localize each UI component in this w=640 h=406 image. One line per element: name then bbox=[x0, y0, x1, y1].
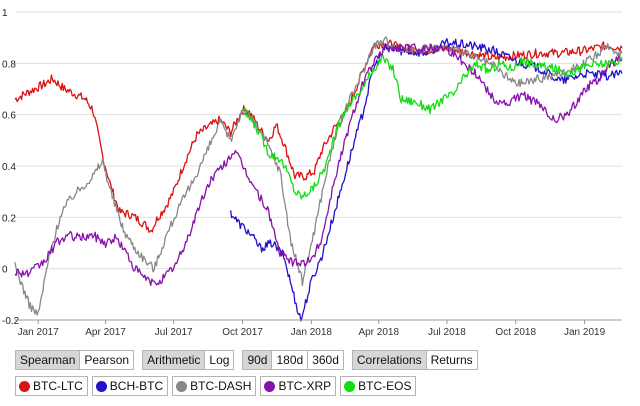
legend-color-dot bbox=[95, 380, 107, 392]
control-group: Arithmetic Log bbox=[142, 350, 235, 370]
180d-button[interactable]: 180d bbox=[272, 350, 309, 370]
control-group: 90d 180d 360d bbox=[242, 350, 344, 370]
y-tick-label: 0.8 bbox=[2, 59, 16, 70]
chart-controls: Spearman Pearson Arithmetic Log 90d 180d 360d C… bbox=[15, 350, 478, 370]
y-tick-label: 0.6 bbox=[2, 111, 16, 122]
legend-item-btc-ltc[interactable]: BTC-LTC bbox=[15, 376, 88, 396]
control-group: Spearman Pearson bbox=[15, 350, 135, 370]
legend-color-dot bbox=[176, 380, 188, 392]
log-button[interactable]: Log bbox=[205, 350, 235, 370]
spearman-button[interactable]: Spearman bbox=[15, 350, 81, 370]
y-tick-label: 0.4 bbox=[2, 162, 16, 173]
x-tick-label: Apr 2018 bbox=[358, 327, 399, 338]
series-line-btc-dash bbox=[14, 36, 623, 316]
x-tick-label: Jul 2018 bbox=[428, 327, 466, 338]
legend-label: BTC-DASH bbox=[190, 379, 252, 393]
y-tick-label: 0 bbox=[2, 265, 8, 276]
legend-item-btc-dash[interactable]: BTC-DASH bbox=[172, 376, 257, 396]
legend-color-dot bbox=[264, 380, 276, 392]
series-line-btc-xrp bbox=[14, 43, 623, 287]
legend-color-dot bbox=[19, 380, 30, 392]
x-tick-label: Oct 2018 bbox=[495, 327, 536, 338]
arithmetic-button[interactable]: Arithmetic bbox=[142, 350, 206, 370]
pearson-button[interactable]: Pearson bbox=[80, 350, 135, 370]
legend-label: BTC-LTC bbox=[33, 379, 83, 393]
control-group: Correlations Returns bbox=[351, 350, 478, 370]
returns-button[interactable]: Returns bbox=[426, 350, 478, 370]
legend-label: BTC-XRP bbox=[278, 379, 332, 393]
360d-button[interactable]: 360d bbox=[308, 350, 344, 370]
x-tick-label: Jul 2017 bbox=[155, 327, 193, 338]
y-tick-label: -0.2 bbox=[2, 316, 20, 327]
y-tick-label: 0.2 bbox=[2, 213, 16, 224]
x-tick-label: Oct 2017 bbox=[222, 327, 263, 338]
series-layer bbox=[14, 36, 623, 322]
x-tick-label: Apr 2017 bbox=[85, 327, 126, 338]
x-tick-label: Jan 2017 bbox=[18, 327, 60, 338]
chart-legend: BTC-LTC BCH-BTC BTC-DASH BTC-XRP BTC-EOS bbox=[15, 376, 417, 396]
legend-label: BTC-EOS bbox=[358, 379, 412, 393]
y-tick-label: 1 bbox=[2, 8, 8, 19]
series-line-btc-eos bbox=[242, 54, 623, 200]
legend-item-btc-eos[interactable]: BTC-EOS bbox=[340, 376, 417, 396]
90d-button[interactable]: 90d bbox=[242, 350, 273, 370]
legend-item-btc-xrp[interactable]: BTC-XRP bbox=[260, 376, 337, 396]
series-line-bch-btc bbox=[229, 38, 623, 322]
legend-label: BCH-BTC bbox=[109, 379, 164, 393]
correlations-button[interactable]: Correlations bbox=[351, 350, 427, 370]
x-tick-label: Jan 2019 bbox=[564, 327, 606, 338]
legend-item-bch-btc[interactable]: BCH-BTC bbox=[91, 376, 169, 396]
legend-color-dot bbox=[344, 380, 356, 392]
series-line-btc-ltc bbox=[14, 39, 623, 233]
x-tick-label: Jan 2018 bbox=[291, 327, 333, 338]
